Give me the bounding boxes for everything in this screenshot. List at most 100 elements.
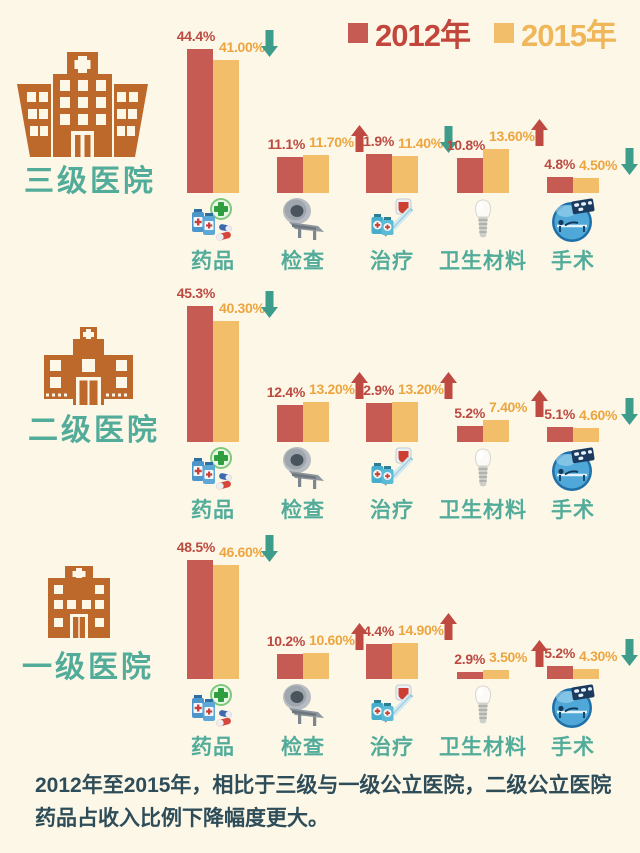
bar-2012 — [547, 426, 573, 442]
value-2015: 41.00% — [219, 38, 265, 55]
bar-group-treatment: 11.9% 11.40% 治疗 — [357, 0, 457, 273]
ct-scanner-icon — [280, 446, 326, 492]
bar-group-treatment: 14.4% 14.90% 治疗 — [356, 486, 457, 759]
value-2012: 10.2% — [266, 633, 306, 649]
bar-2012 — [457, 157, 483, 193]
bar-group-implant: 10.8% 13.60% 卫生材料 — [439, 0, 548, 273]
bar-2015 — [573, 428, 599, 442]
value-2012: 12.4% — [266, 383, 306, 400]
trend-up-arrow — [440, 372, 457, 400]
category-label: 卫生材料 — [439, 499, 527, 522]
category-label: 手术 — [551, 736, 595, 759]
bar-2012 — [187, 306, 213, 442]
tertiary-hospital-icon — [15, 52, 150, 162]
trend-down-arrow — [261, 291, 278, 319]
legend-swatch-2012 — [348, 22, 368, 43]
category-label: 检查 — [281, 736, 325, 759]
value-2015: 4.60% — [579, 407, 618, 424]
value-2015: 40.30% — [219, 300, 265, 317]
bar-2015 — [573, 178, 599, 193]
bar-2015 — [303, 653, 329, 679]
bar-group-ct-scanner: 11.1% 11.70% 检查 — [268, 0, 368, 273]
value-2012: 11.9% — [356, 133, 395, 150]
value-2015: 4.50% — [579, 157, 618, 174]
bar-2015 — [483, 419, 509, 442]
value-2015: 13.60% — [489, 127, 535, 144]
category-label: 药品 — [191, 250, 235, 273]
primary-hospital-icon — [48, 566, 110, 643]
value-2015: 46.60% — [219, 543, 265, 560]
treatment-icon — [369, 197, 415, 243]
medicine-icon — [190, 446, 236, 492]
section-secondary-hospital: 二级医院 45.3% 40.30% 药品 12.4% 13.20% 检查 12.9% 13.2… — [0, 249, 640, 522]
value-2015: 11.40% — [398, 134, 443, 151]
bar-2015 — [483, 148, 509, 193]
value-2012: 44.4% — [176, 27, 216, 44]
bar-2012 — [547, 666, 573, 679]
value-2012: 45.3% — [176, 285, 216, 302]
trend-down-arrow — [621, 148, 638, 176]
category-label: 治疗 — [370, 499, 414, 522]
treatment-icon — [369, 683, 415, 729]
bar-group-medicine: 45.3% 40.30% 药品 — [177, 249, 278, 522]
trend-up-arrow — [351, 372, 368, 400]
category-label: 药品 — [191, 736, 235, 759]
value-2015: 13.20% — [309, 381, 355, 398]
bar-group-implant: 5.2% 7.40% 卫生材料 — [439, 249, 548, 522]
hospital-level-label: 一级医院 — [22, 651, 154, 684]
bar-2015 — [483, 670, 509, 679]
bars-secondary: 45.3% 40.30% 药品 12.4% 13.20% 检查 12.9% 13.20% 治疗 5… — [160, 249, 638, 522]
value-2012: 2.9% — [454, 650, 485, 667]
trend-up-arrow — [440, 612, 457, 640]
secondary-hospital-icon — [36, 327, 141, 410]
value-2012: 10.8% — [446, 136, 486, 153]
category-label: 药品 — [191, 499, 235, 522]
value-2012: 5.2% — [454, 405, 485, 422]
bar-2012 — [366, 154, 392, 193]
section-primary-hospital: 一级医院 48.5% 46.60% 药品 10.2% 10.60% 检查 14.4% 14.9… — [0, 486, 640, 759]
category-label: 检查 — [281, 250, 325, 273]
bar-2015 — [213, 59, 239, 193]
bar-group-ct-scanner: 10.2% 10.60% 检查 — [267, 486, 368, 759]
surgery-icon — [550, 197, 596, 243]
trend-up-arrow — [351, 623, 368, 650]
bar-group-medicine: 44.4% 41.00% 药品 — [177, 0, 278, 273]
bar-2015 — [573, 668, 599, 679]
category-label: 手术 — [551, 499, 595, 522]
legend-label-2012: 2012年 — [375, 18, 471, 53]
trend-down-arrow — [261, 534, 278, 562]
category-label: 手术 — [551, 250, 595, 273]
trend-down-arrow — [621, 638, 638, 666]
category-label: 卫生材料 — [439, 250, 527, 273]
bar-group-treatment: 12.9% 13.20% 治疗 — [356, 249, 457, 522]
medicine-icon — [190, 197, 236, 243]
value-2015: 10.60% — [309, 632, 355, 648]
bar-2012 — [366, 643, 392, 679]
legend-swatch-2015 — [493, 22, 514, 43]
trend-down-arrow — [621, 398, 638, 426]
bar-2015 — [392, 155, 418, 193]
treatment-icon — [369, 446, 415, 492]
ct-scanner-icon — [280, 197, 326, 243]
bar-2015 — [303, 155, 329, 193]
category-label: 治疗 — [370, 736, 414, 759]
hospital-level-label: 三级医院 — [24, 165, 156, 198]
bar-group-implant: 2.9% 3.50% 卫生材料 — [439, 486, 548, 759]
bar-2015 — [392, 642, 418, 679]
bar-2012 — [547, 177, 573, 193]
conclusion-text: 2012年至2015年，相比于三级与一级公立医院，二级公立医院药品占收入比例下降… — [35, 774, 612, 830]
value-2012: 4.8% — [544, 156, 575, 173]
bar-2015 — [213, 321, 239, 442]
hospital-level-label: 二级医院 — [28, 414, 160, 447]
surgery-icon — [550, 683, 596, 729]
bar-2015 — [392, 402, 418, 442]
legend: 2012年 2015年 — [348, 10, 617, 55]
bar-group-surgery: 4.8% 4.50% 手术 — [544, 0, 638, 273]
trend-down-arrow — [261, 29, 278, 57]
value-2015: 4.30% — [579, 647, 618, 664]
bar-group-surgery: 5.1% 4.60% 手术 — [544, 249, 638, 522]
value-2015: 3.50% — [489, 649, 528, 666]
bar-group-surgery: 5.2% 4.30% 手术 — [544, 486, 638, 759]
trend-up-arrow — [531, 389, 548, 417]
